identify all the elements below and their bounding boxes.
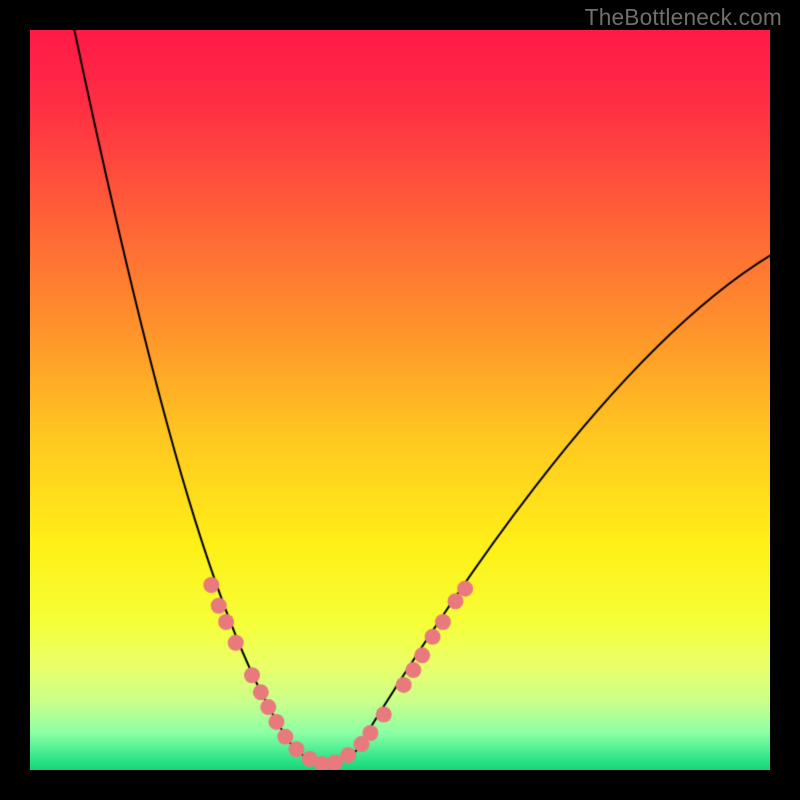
bottleneck-curve (30, 30, 770, 770)
plot-frame (30, 30, 770, 770)
watermark-text: TheBottleneck.com (585, 4, 782, 31)
chart-stage: TheBottleneck.com (0, 0, 800, 800)
